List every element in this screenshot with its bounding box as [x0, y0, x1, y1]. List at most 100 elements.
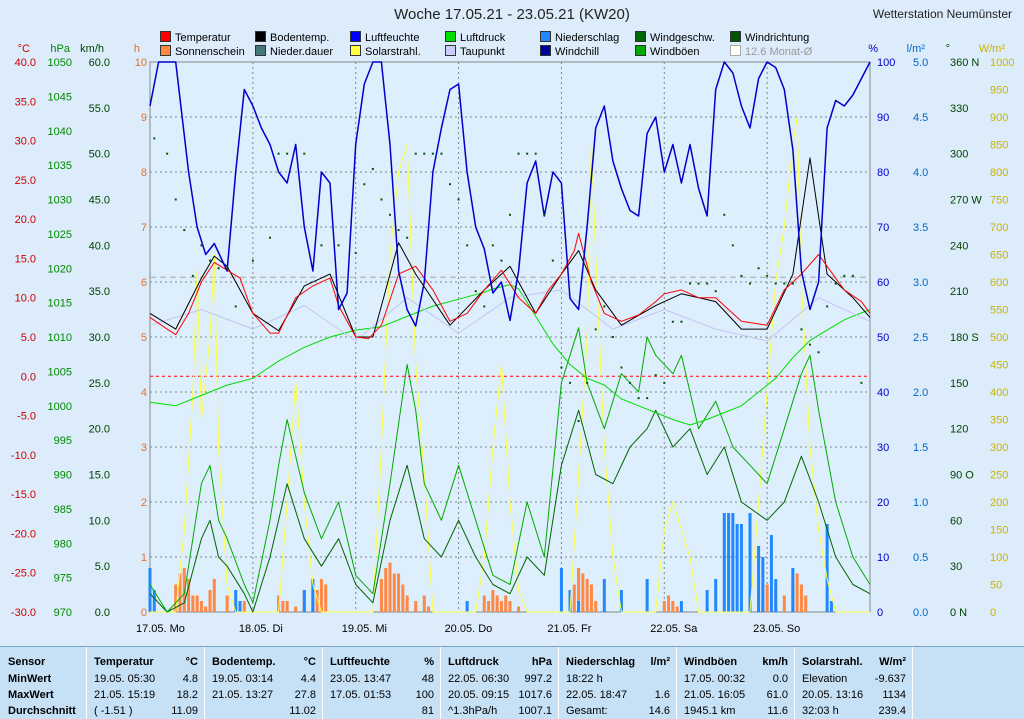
axis-tick-day: 22.05. Sa [650, 623, 698, 635]
axis-tick-direction: 360 N [950, 57, 979, 69]
axis-unit-pressure: hPa [50, 43, 70, 55]
sunshine-bar [662, 601, 666, 612]
axis-tick-wind: 35.0 [89, 286, 110, 298]
axis-tick-wind: 0.0 [95, 607, 110, 619]
humidity-line [149, 61, 871, 327]
stats-column-unit: l/m² [650, 656, 670, 668]
stats-column-unit: % [424, 656, 434, 668]
legend-swatch [730, 31, 741, 42]
precipitation-bar [714, 579, 718, 612]
sunshine-bar [294, 606, 298, 612]
wind-direction-point [560, 366, 563, 369]
axis-tick-temperature: -10.0 [11, 450, 36, 462]
wind-direction-point [646, 397, 649, 400]
stats-column: Solarstrahl. W/m² Elevation -9.637 20.05. 13… [795, 647, 913, 719]
sunshine-bar [388, 562, 392, 612]
wind-direction-point [817, 351, 820, 354]
legend-item-niederschlag: Niederschlag [540, 31, 619, 44]
axis-tick-solar: 600 [990, 277, 1008, 289]
wind-direction-point [166, 152, 169, 155]
wind-direction-point [509, 213, 511, 216]
axis-tick-temperature: -5.0 [17, 411, 36, 423]
axis-unit-solar: W/m² [979, 43, 1006, 55]
precipitation-bar [774, 579, 778, 612]
precipitation-bar [825, 524, 829, 612]
axis-unit-humidity: % [868, 43, 878, 55]
wind-direction-point [269, 236, 271, 239]
wind-direction-point [543, 213, 546, 216]
precipitation-bar [602, 579, 606, 612]
statistics-table: Sensor MinWert MaxWert Durchschnitt Temp… [0, 646, 1024, 719]
wind-direction-point [183, 229, 186, 232]
precipitation-bar [577, 601, 581, 612]
sunshine-bar [589, 584, 593, 612]
legend-swatch [255, 31, 266, 42]
wind-direction-point [723, 213, 726, 216]
sunshine-bar [482, 595, 486, 612]
sunshine-bar [315, 590, 319, 612]
stats-column: Temperatur °C 19.05. 05:30 4.8 21.05. 15:19 1… [87, 647, 205, 719]
sunshine-bar [594, 601, 598, 612]
sunshine-bar [324, 584, 328, 612]
wind-direction-point [577, 420, 580, 423]
axis-tick-humidity: 40 [877, 387, 889, 399]
axis-tick-solar: 750 [990, 195, 1008, 207]
stats-column-unit: km/h [762, 656, 788, 668]
wind-direction-point [749, 282, 751, 285]
legend-swatch [350, 45, 361, 56]
axis-unit-wind: km/h [80, 43, 104, 55]
axis-tick-solar: 350 [990, 415, 1008, 427]
sunshine-bar [795, 573, 799, 612]
axis-tick-wind: 55.0 [89, 103, 110, 115]
sunshine-bar [799, 584, 803, 612]
wind-direction-point [337, 244, 340, 247]
stats-column: Niederschlag l/m² 18:22 h 22.05. 18:47 1.6 Ge… [559, 647, 677, 719]
sunshine-bar [277, 595, 281, 612]
stats-cell-label: 22.05. 06:30 [448, 673, 510, 685]
axis-tick-solar: 50 [990, 580, 1002, 592]
stats-cell-value: 18.2 [176, 689, 198, 701]
stats-cell-value: 48 [421, 673, 434, 685]
wind-direction-point [303, 152, 306, 155]
wind-direction-point [740, 274, 743, 277]
stats-cell-value: 1017.6 [518, 689, 552, 701]
sunshine-bar [178, 573, 182, 612]
axis-tick-solar: 500 [990, 332, 1008, 344]
temperature-line [149, 232, 871, 340]
precipitation-bar [769, 535, 773, 612]
legend-item-windchill: Windchill [540, 45, 599, 58]
legend-item-windboeen: Windböen [635, 45, 700, 58]
axis-tick-temperature: 40.0 [15, 57, 36, 69]
wind-direction-point [457, 198, 460, 201]
legend-swatch [160, 31, 171, 42]
axis-tick-rain: 1.5 [913, 442, 928, 454]
sunshine-bar [675, 606, 679, 612]
wind-direction-point [320, 244, 323, 247]
sunshine-bar [285, 601, 289, 612]
axis-tick-pressure: 1035 [48, 160, 72, 172]
legend-item-sonnenschein: Sonnenschein [160, 45, 245, 58]
wind-direction-point [397, 229, 400, 232]
stats-cell-value: 14.6 [648, 705, 670, 717]
sunshine-bar [577, 568, 581, 612]
axis-tick-pressure: 1030 [48, 195, 72, 207]
precipitation-bar [619, 590, 623, 612]
axis-tick-temperature: -15.0 [11, 489, 36, 501]
precipitation-bar [791, 568, 795, 612]
sunshine-bar [782, 595, 786, 612]
wind-direction-point [363, 183, 366, 186]
sunshine-bar [204, 606, 208, 612]
axis-tick-pressure: 975 [54, 573, 72, 585]
stats-cell-value: 997.2 [524, 673, 552, 685]
wind-direction-point [380, 198, 383, 201]
axis-tick-temperature: 20.0 [15, 214, 36, 226]
wind-direction-point [766, 274, 769, 277]
axis-tick-pressure: 985 [54, 504, 72, 516]
wind-direction-point [851, 274, 854, 277]
axis-tick-solar: 300 [990, 442, 1008, 454]
axis-tick-humidity: 30 [877, 442, 889, 454]
axis-tick-temperature: 15.0 [15, 253, 36, 265]
legend-swatch [540, 31, 551, 42]
axis-tick-solar: 800 [990, 167, 1008, 179]
stats-cell-label: 20.05. 13:16 [802, 689, 864, 701]
